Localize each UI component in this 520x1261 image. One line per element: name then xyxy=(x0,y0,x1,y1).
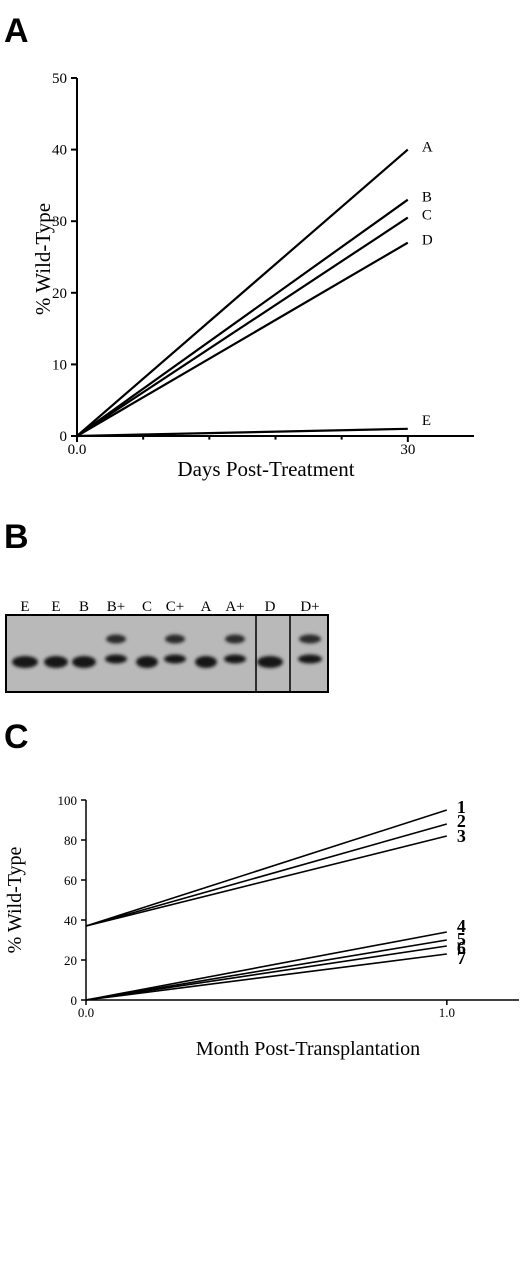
gel-band-lower xyxy=(164,654,186,664)
series-line-4 xyxy=(85,931,447,1001)
gel-panel-b: E E B B+ C C+ A A+ D D+ xyxy=(5,599,329,693)
gel-band-upper xyxy=(106,634,126,644)
chart-c-y-axis-title: % Wild-Type xyxy=(4,846,26,953)
gel-band-upper xyxy=(165,634,185,644)
gel-image xyxy=(5,614,329,693)
series-label-6: 6 xyxy=(457,938,466,958)
lane-label: E xyxy=(51,599,60,615)
lane-label: A xyxy=(201,599,212,615)
series-line-2 xyxy=(85,823,448,927)
gel-band-lower xyxy=(105,654,127,664)
series-label-3: 3 xyxy=(457,826,466,846)
series-line-6 xyxy=(85,945,447,1001)
gel-band-lower xyxy=(195,656,217,668)
lane-label: C+ xyxy=(166,599,184,615)
series-line-1 xyxy=(85,809,448,927)
series-label-C: C xyxy=(422,208,432,224)
lane-label: D xyxy=(265,599,276,615)
gel-band-lower xyxy=(257,656,283,668)
series-line-5 xyxy=(85,939,447,1001)
chart-a-x-axis-title: Days Post-Treatment xyxy=(177,457,354,481)
gel-band-upper xyxy=(299,634,321,644)
lane-label: B+ xyxy=(107,599,125,615)
series-line-C xyxy=(76,216,409,437)
x-tick-label: 0.0 xyxy=(68,442,87,458)
lane-label: A+ xyxy=(225,599,244,615)
panel-letter-c: C xyxy=(4,718,29,756)
x-tick-label: 1.0 xyxy=(439,1005,455,1020)
lane-label: D+ xyxy=(300,599,319,615)
gel-band-lower xyxy=(224,654,246,664)
series-line-E xyxy=(76,427,408,438)
chart-panel-a: 0 10 20 30 40 50 0.0 30 A BCD E Days Post-Treatm… xyxy=(31,71,474,481)
y-tick-label: 30 xyxy=(52,214,67,230)
series-line-A xyxy=(76,148,409,437)
gel-band-lower xyxy=(136,656,158,668)
series-label-A: A xyxy=(422,140,433,156)
series-label-D: D xyxy=(422,233,433,249)
y-tick-label: 40 xyxy=(64,913,77,928)
series-line-B xyxy=(76,198,409,437)
y-tick-label: 10 xyxy=(52,357,67,373)
gel-band-lower xyxy=(44,656,68,668)
series-line-3 xyxy=(85,835,447,927)
y-tick-label: 60 xyxy=(64,873,77,888)
gel-band-upper xyxy=(225,634,245,644)
y-tick-label: 100 xyxy=(58,793,78,808)
lane-label: B xyxy=(79,599,89,615)
series-label-B: B xyxy=(422,190,432,206)
chart-c-x-axis-title: Month Post-Transplantation xyxy=(196,1038,420,1060)
chart-a-y-axis-title: % Wild-Type xyxy=(31,203,55,315)
x-tick-label: 0.0 xyxy=(78,1005,94,1020)
y-tick-label: 80 xyxy=(64,833,77,848)
lane-label: E xyxy=(20,599,29,615)
panel-letter-b: B xyxy=(4,518,29,556)
x-tick-label: 30 xyxy=(400,442,415,458)
series-label-2: 2 xyxy=(457,811,466,831)
series-line-7 xyxy=(85,953,447,1001)
gel-band-lower xyxy=(12,656,38,668)
y-tick-label: 50 xyxy=(52,71,67,87)
panel-letter-a: A xyxy=(4,12,29,50)
series-label-4: 4 xyxy=(457,916,466,936)
series-label-E: E xyxy=(422,413,431,429)
gel-band-lower xyxy=(72,656,96,668)
series-label-5: 5 xyxy=(457,929,466,949)
y-tick-label: 40 xyxy=(52,143,67,159)
gel-band-lower xyxy=(298,654,322,664)
series-line-D xyxy=(76,241,409,437)
lane-label: C xyxy=(142,599,152,615)
y-tick-label: 20 xyxy=(52,286,67,302)
y-tick-label: 0 xyxy=(60,429,68,445)
y-tick-label: 20 xyxy=(64,953,77,968)
y-tick-label: 0 xyxy=(71,993,78,1008)
series-label-7: 7 xyxy=(457,948,466,968)
series-label-1: 1 xyxy=(457,797,466,817)
